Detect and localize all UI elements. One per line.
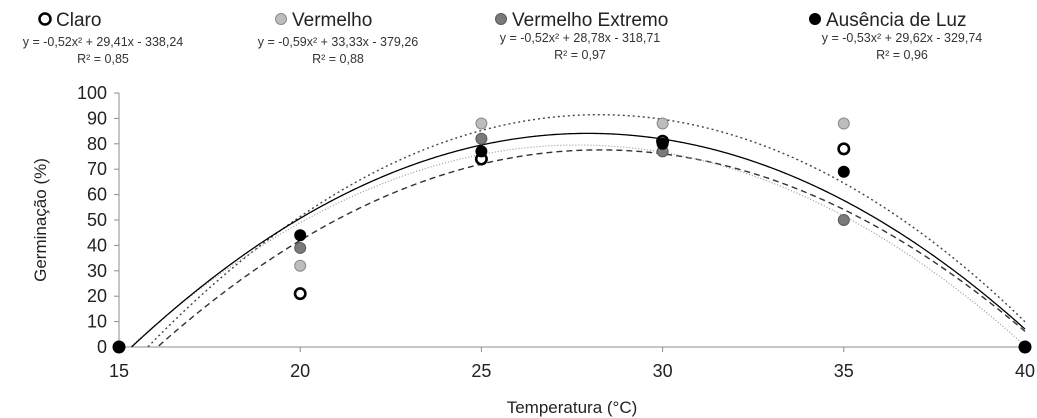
point-vermelho-extremo <box>475 132 488 145</box>
equation-claro: y = -0,52x² + 29,41x - 338,24 <box>23 35 184 49</box>
y-tick-label: 70 <box>87 159 107 179</box>
legend-label-vermelho: Vermelho <box>292 10 372 31</box>
y-tick-label: 100 <box>77 83 107 103</box>
legend-item-vermelho: Vermelho y = -0,59x² + 33,33x - 379,26 R… <box>258 10 419 66</box>
x-tick-label: 40 <box>1015 361 1035 381</box>
x-tick-label: 15 <box>109 361 129 381</box>
legend-item-claro: Claro y = -0,52x² + 29,41x - 338,24 R² =… <box>23 10 184 66</box>
point-vermelho-extremo <box>837 214 850 226</box>
x-tick-label: 20 <box>290 361 310 381</box>
x-tick-label: 25 <box>471 361 491 381</box>
x-ticks: 15 20 25 30 35 40 <box>109 347 1035 381</box>
point-vermelho <box>837 117 850 130</box>
r2-vermelho-extremo: R² = 0,97 <box>554 48 606 62</box>
trendlines <box>131 113 1026 348</box>
point-aus-ncia-de-luz <box>294 229 307 242</box>
point-claro <box>293 287 307 301</box>
y-tick-label: 30 <box>87 261 107 281</box>
y-tick-label: 0 <box>97 337 107 357</box>
point-vermelho <box>294 259 307 272</box>
r2-vermelho: R² = 0,88 <box>312 52 364 66</box>
x-axis: 15 20 25 30 35 40 <box>109 346 1035 381</box>
y-tick-label: 90 <box>87 108 107 128</box>
legend-marker-ausencia-de-luz <box>809 13 821 25</box>
point-vermelho <box>475 117 488 130</box>
y-tick-label: 20 <box>87 286 107 306</box>
point-aus-ncia-de-luz <box>837 165 850 178</box>
x-tick-label: 30 <box>653 361 673 381</box>
y-tick-label: 10 <box>87 312 107 332</box>
legend-label-ausencia-de-luz: Ausência de Luz <box>826 10 967 31</box>
legend-item-vermelho-extremo: Vermelho Extremo y = -0,52x² + 28,78x - … <box>495 10 668 62</box>
y-tick-label: 60 <box>87 185 107 205</box>
trendline-aus-ncia-de-luz <box>131 132 1026 348</box>
legend-marker-claro <box>38 12 52 26</box>
r2-ausencia-de-luz: R² = 0,96 <box>876 48 928 62</box>
x-axis-label: Temperatura (°C) <box>507 398 638 417</box>
legend-label-vermelho-extremo: Vermelho Extremo <box>512 10 668 31</box>
y-tick-label: 40 <box>87 235 107 255</box>
point-claro <box>837 142 851 156</box>
trendline-claro <box>158 149 1026 347</box>
data-points <box>112 117 1032 354</box>
legend-label-claro: Claro <box>56 10 101 31</box>
y-tick-label: 80 <box>87 134 107 154</box>
point-aus-ncia-de-luz <box>656 137 669 150</box>
trendline-vermelho-extremo <box>131 144 1026 347</box>
y-axis-label: Germinação (%) <box>31 158 50 282</box>
point-aus-ncia-de-luz <box>1019 341 1031 353</box>
legend-item-ausencia-de-luz: Ausência de Luz y = -0,53x² + 29,62x - 3… <box>809 10 983 62</box>
equation-vermelho-extremo: y = -0,52x² + 28,78x - 318,71 <box>500 31 661 45</box>
equation-ausencia-de-luz: y = -0,53x² + 29,62x - 329,74 <box>822 31 983 45</box>
r2-claro: R² = 0,85 <box>77 52 129 66</box>
point-vermelho <box>656 117 669 130</box>
equation-vermelho: y = -0,59x² + 33,33x - 379,26 <box>258 35 419 49</box>
legend-marker-vermelho-extremo <box>495 13 507 25</box>
y-ticks: 0 10 20 30 40 50 60 70 80 90 100 <box>77 83 119 357</box>
legend-marker-vermelho <box>275 13 287 25</box>
x-tick-label: 35 <box>834 361 854 381</box>
point-vermelho-extremo <box>294 241 307 254</box>
y-tick-label: 50 <box>87 210 107 230</box>
point-aus-ncia-de-luz <box>113 341 125 353</box>
legend: Claro y = -0,52x² + 29,41x - 338,24 R² =… <box>23 10 983 66</box>
point-aus-ncia-de-luz <box>475 145 488 158</box>
y-axis: 0 10 20 30 40 50 60 70 80 90 100 <box>77 83 120 357</box>
